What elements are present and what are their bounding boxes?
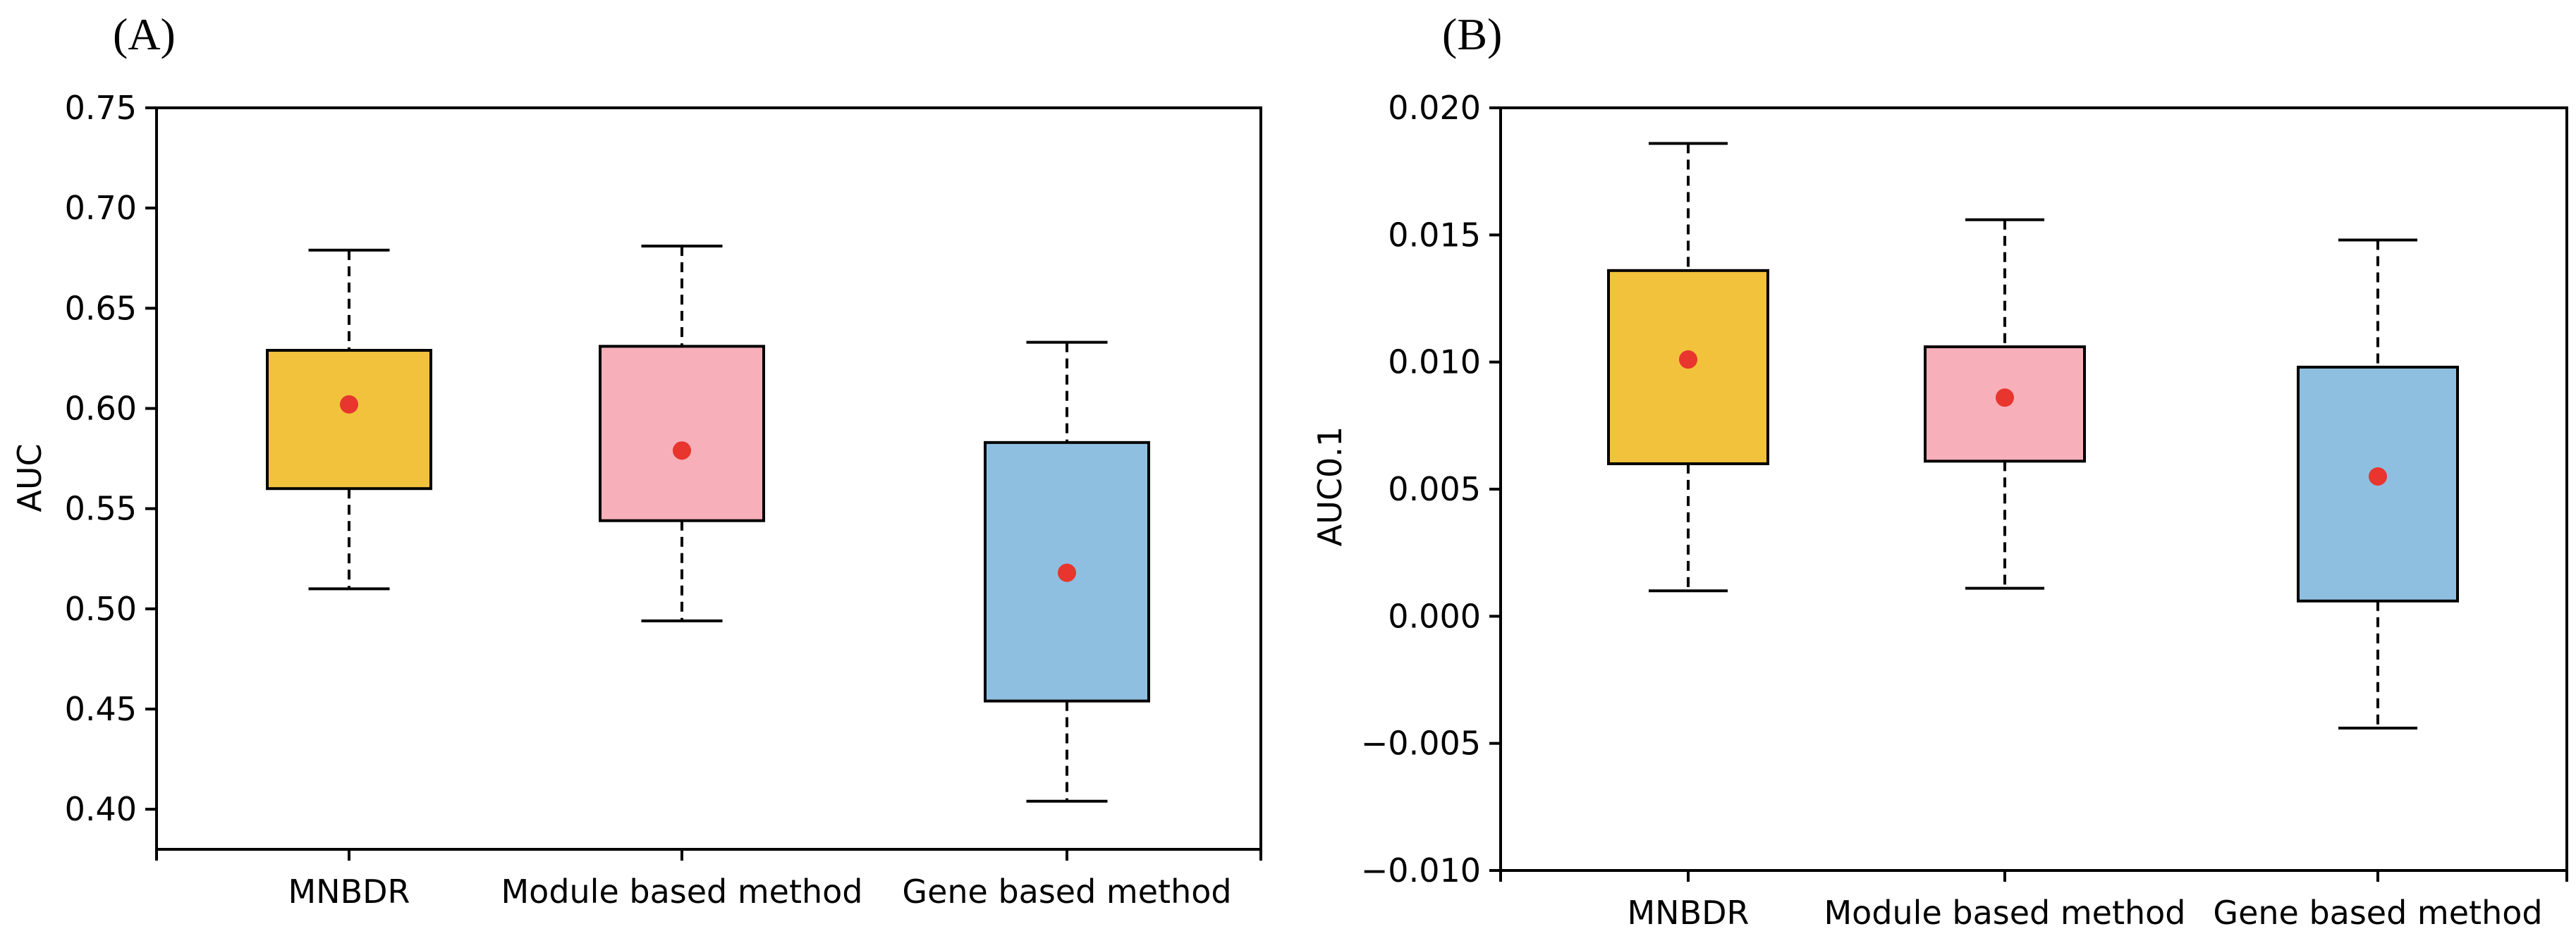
panel-b: (B) AUC0.1 −0.010 −0.005 0.000 0.005 0.010 0.… xyxy=(1311,9,2568,932)
mean-marker xyxy=(2369,467,2387,486)
panel-b-ytick-label: −0.005 xyxy=(1361,725,1481,763)
panel-a-xtick-label: Module based method xyxy=(501,873,862,911)
panel-b-xtick-label: MNBDR xyxy=(1627,894,1749,932)
panel-b-ytick-label: 0.010 xyxy=(1388,343,1481,381)
panel-a-ytick-label: 0.40 xyxy=(65,790,137,828)
iqr-box xyxy=(599,345,765,522)
panel-a-xtick-label: MNBDR xyxy=(288,873,410,911)
panel-a-ytick-label: 0.60 xyxy=(65,389,137,427)
iqr-box xyxy=(266,349,432,491)
panel-a-ytick-label: 0.55 xyxy=(65,490,137,528)
panel-a-ytick-label: 0.45 xyxy=(65,690,137,728)
mean-marker xyxy=(1679,350,1697,369)
panel-b-ylabel: AUC0.1 xyxy=(1311,426,1349,546)
panel-b-box-2 xyxy=(2297,238,2459,730)
panel-a-ytick-label: 0.75 xyxy=(65,89,137,127)
panel-b-xtick-label: Gene based method xyxy=(2213,894,2542,932)
panel-a-box-2 xyxy=(984,340,1150,803)
panel-b-ytick-label: 0.015 xyxy=(1388,216,1481,254)
mean-marker xyxy=(1058,563,1076,582)
panel-b-ytick-label: −0.010 xyxy=(1361,851,1481,889)
mean-marker xyxy=(673,441,691,460)
mean-marker xyxy=(1996,388,2014,407)
panel-b-box-0 xyxy=(1607,142,1769,593)
panel-a-plot-area: 0.40 0.45 0.50 0.55 0.60 0.65 0.70 0.75 MNBDR Mod… xyxy=(65,89,1262,911)
mean-marker xyxy=(340,395,358,414)
panel-a-ylabel: AUC xyxy=(11,443,49,512)
panel-a-label: (A) xyxy=(113,9,176,59)
panel-a-box-1 xyxy=(599,245,765,622)
panel-b-axes-frame xyxy=(1499,106,2568,872)
panel-a-axes-frame xyxy=(155,106,1262,851)
panel-b-ytick-label: 0.020 xyxy=(1388,89,1481,127)
panel-b-ytick-label: 0.005 xyxy=(1388,470,1481,508)
panel-b-label: (B) xyxy=(1442,9,1502,59)
panel-a-ytick-label: 0.70 xyxy=(65,189,137,227)
panel-b-xtick-label: Module based method xyxy=(1824,894,2185,932)
panel-a-ytick-label: 0.65 xyxy=(65,289,137,327)
panel-a-xtick-label: Gene based method xyxy=(902,873,1231,911)
panel-a-box-0 xyxy=(266,248,432,591)
panel-a: (A) AUC 0.40 0.45 0.50 0.55 0.60 0.65 0.70 0.75… xyxy=(11,9,1262,911)
panel-b-ytick-label: 0.000 xyxy=(1388,597,1481,635)
panel-b-box-1 xyxy=(1924,218,2086,590)
panel-b-plot-area: −0.010 −0.005 0.000 0.005 0.010 0.015 0.020 MNB… xyxy=(1361,89,2568,932)
panel-a-ytick-label: 0.50 xyxy=(65,590,137,628)
